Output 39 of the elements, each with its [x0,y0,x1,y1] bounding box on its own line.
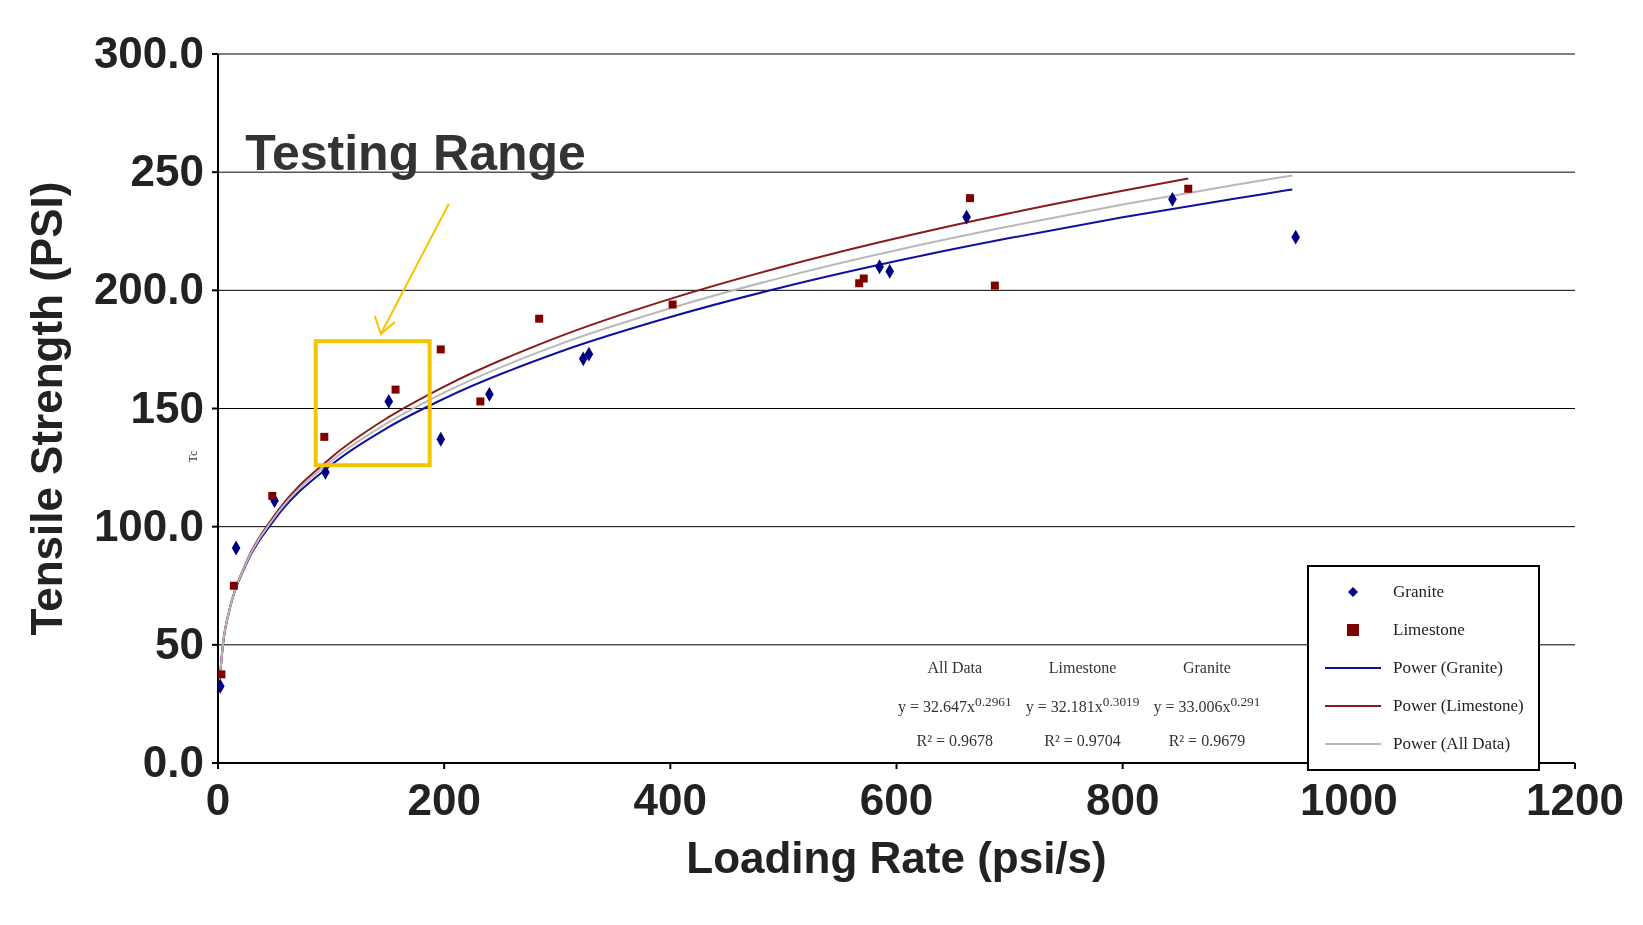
y-tick-label: 150 [130,382,204,432]
point [268,491,277,500]
legend-label: Limestone [1393,620,1465,640]
y-tick-label: 200.0 [93,264,204,314]
x-tick-label: 400 [633,775,708,824]
legend-label: Power (All Data) [1393,734,1511,754]
legend-label: Power (Limestone) [1393,696,1524,716]
point [1184,184,1193,193]
point [320,432,329,441]
y-tick-label: 100.0 [93,500,204,550]
legend-label: Granite [1393,582,1444,602]
point [990,281,999,290]
y-tick-label: 50 [155,618,204,668]
annotation: Testing Range [245,124,586,182]
point [436,345,445,354]
x-axis-title: Loading Rate (psi/s) [686,833,1107,882]
text: All Data y = 32.647x$^{0.2961}$ R² = 0.9678 [898,659,1012,750]
text: Granite y = 33.006x$^{0.291}$ R² = 0.9679 [1153,659,1261,750]
point [535,314,544,323]
y-tick-label: 0.0 [142,737,204,786]
point [218,670,226,679]
point [476,397,485,406]
legend-label: Power (Granite) [1393,658,1503,678]
text: Tc [186,450,202,462]
point [668,300,677,309]
point [229,581,238,590]
point [859,274,868,283]
y-tick-label: 250 [130,146,204,196]
x-tick-label: 600 [859,775,934,824]
x-tick-label: 800 [1085,775,1160,824]
x-tick-label: 200 [407,775,481,824]
x-tick-label: 1200 [1526,775,1624,824]
y-tick-label: 300.0 [93,28,204,77]
x-tick-label: 0 [205,775,231,824]
point [391,385,400,394]
text: Limestone y = 32.181x$^{0.3019}$ R² = 0.9704 [1025,659,1140,750]
point [966,194,974,203]
x-tick-label: 1000 [1299,775,1398,824]
y-axis-title: Tensile Strength (PSI) [21,181,71,636]
